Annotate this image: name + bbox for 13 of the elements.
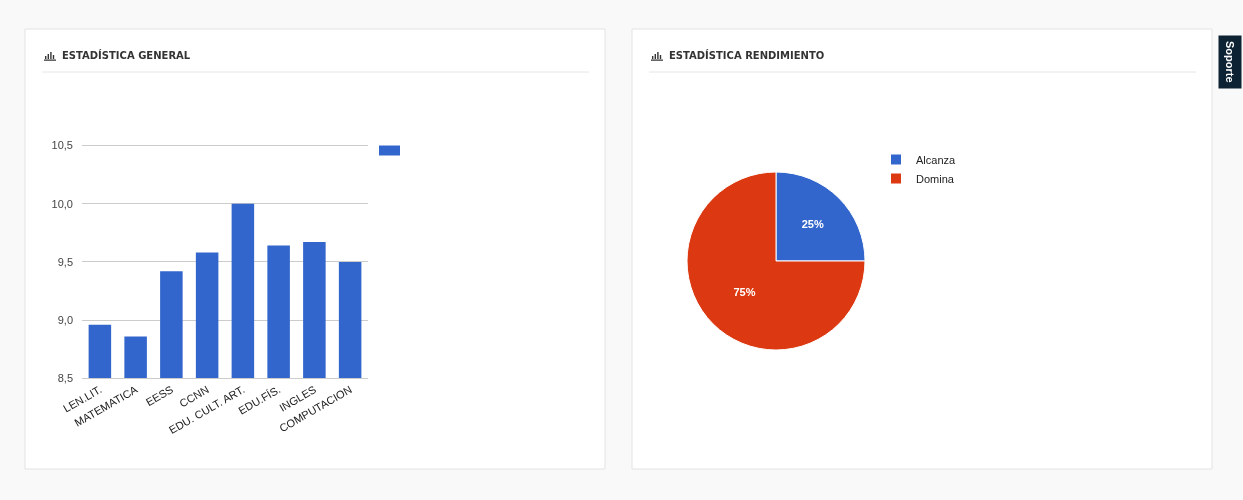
chart-title: ESTADÍSTICA RENDIMIENTO <box>669 49 825 61</box>
legend-label: Domina <box>916 172 955 185</box>
data-label: 25% <box>801 218 824 231</box>
y-tick-label: 9,0 <box>57 313 73 326</box>
legend-label: Alcanza <box>916 153 957 166</box>
pie-slice <box>686 171 866 351</box>
y-tick-label: 9,5 <box>57 255 73 268</box>
y-tick-label: 8,5 <box>57 372 73 385</box>
chart-title: ESTADÍSTICA GENERAL <box>62 49 191 61</box>
data-label: 75% <box>733 286 756 299</box>
y-tick-label: 10,0 <box>51 197 73 210</box>
text: Soporte <box>1224 41 1236 83</box>
y-tick-label: 10,5 <box>51 139 73 152</box>
